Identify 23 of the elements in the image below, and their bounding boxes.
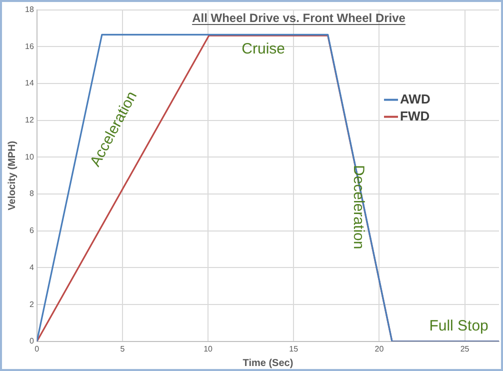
annotation: Deceleration <box>350 164 367 250</box>
y-axis-title: Velocity (MPH) <box>6 140 18 210</box>
x-tick-label: 5 <box>120 344 126 354</box>
legend-label: AWD <box>400 91 430 106</box>
y-tick-label: 16 <box>24 42 34 51</box>
legend-label: FWD <box>400 108 430 124</box>
x-tick-label: 25 <box>460 344 470 354</box>
x-tick-label: 15 <box>289 344 299 354</box>
x-tick-label: 20 <box>374 344 384 354</box>
x-axis-title: Time (Sec) <box>242 358 294 369</box>
y-tick-label: 14 <box>24 78 34 88</box>
y-tick-label: 2 <box>29 300 34 309</box>
annotation: Full Stop <box>429 318 488 335</box>
y-tick-label: 0 <box>29 336 34 346</box>
y-tick-label: 8 <box>29 189 34 198</box>
y-tick-label: 12 <box>24 116 34 125</box>
y-tick-label: 4 <box>29 262 34 272</box>
y-tick-label: 6 <box>29 226 34 236</box>
x-tick-label: 10 <box>204 344 214 354</box>
annotation: Cruise <box>242 40 286 58</box>
y-tick-label: 10 <box>24 152 34 162</box>
chart-title: All Wheel Drive vs. Front Wheel Drive <box>192 11 406 25</box>
y-tick-label: 18 <box>24 5 34 14</box>
